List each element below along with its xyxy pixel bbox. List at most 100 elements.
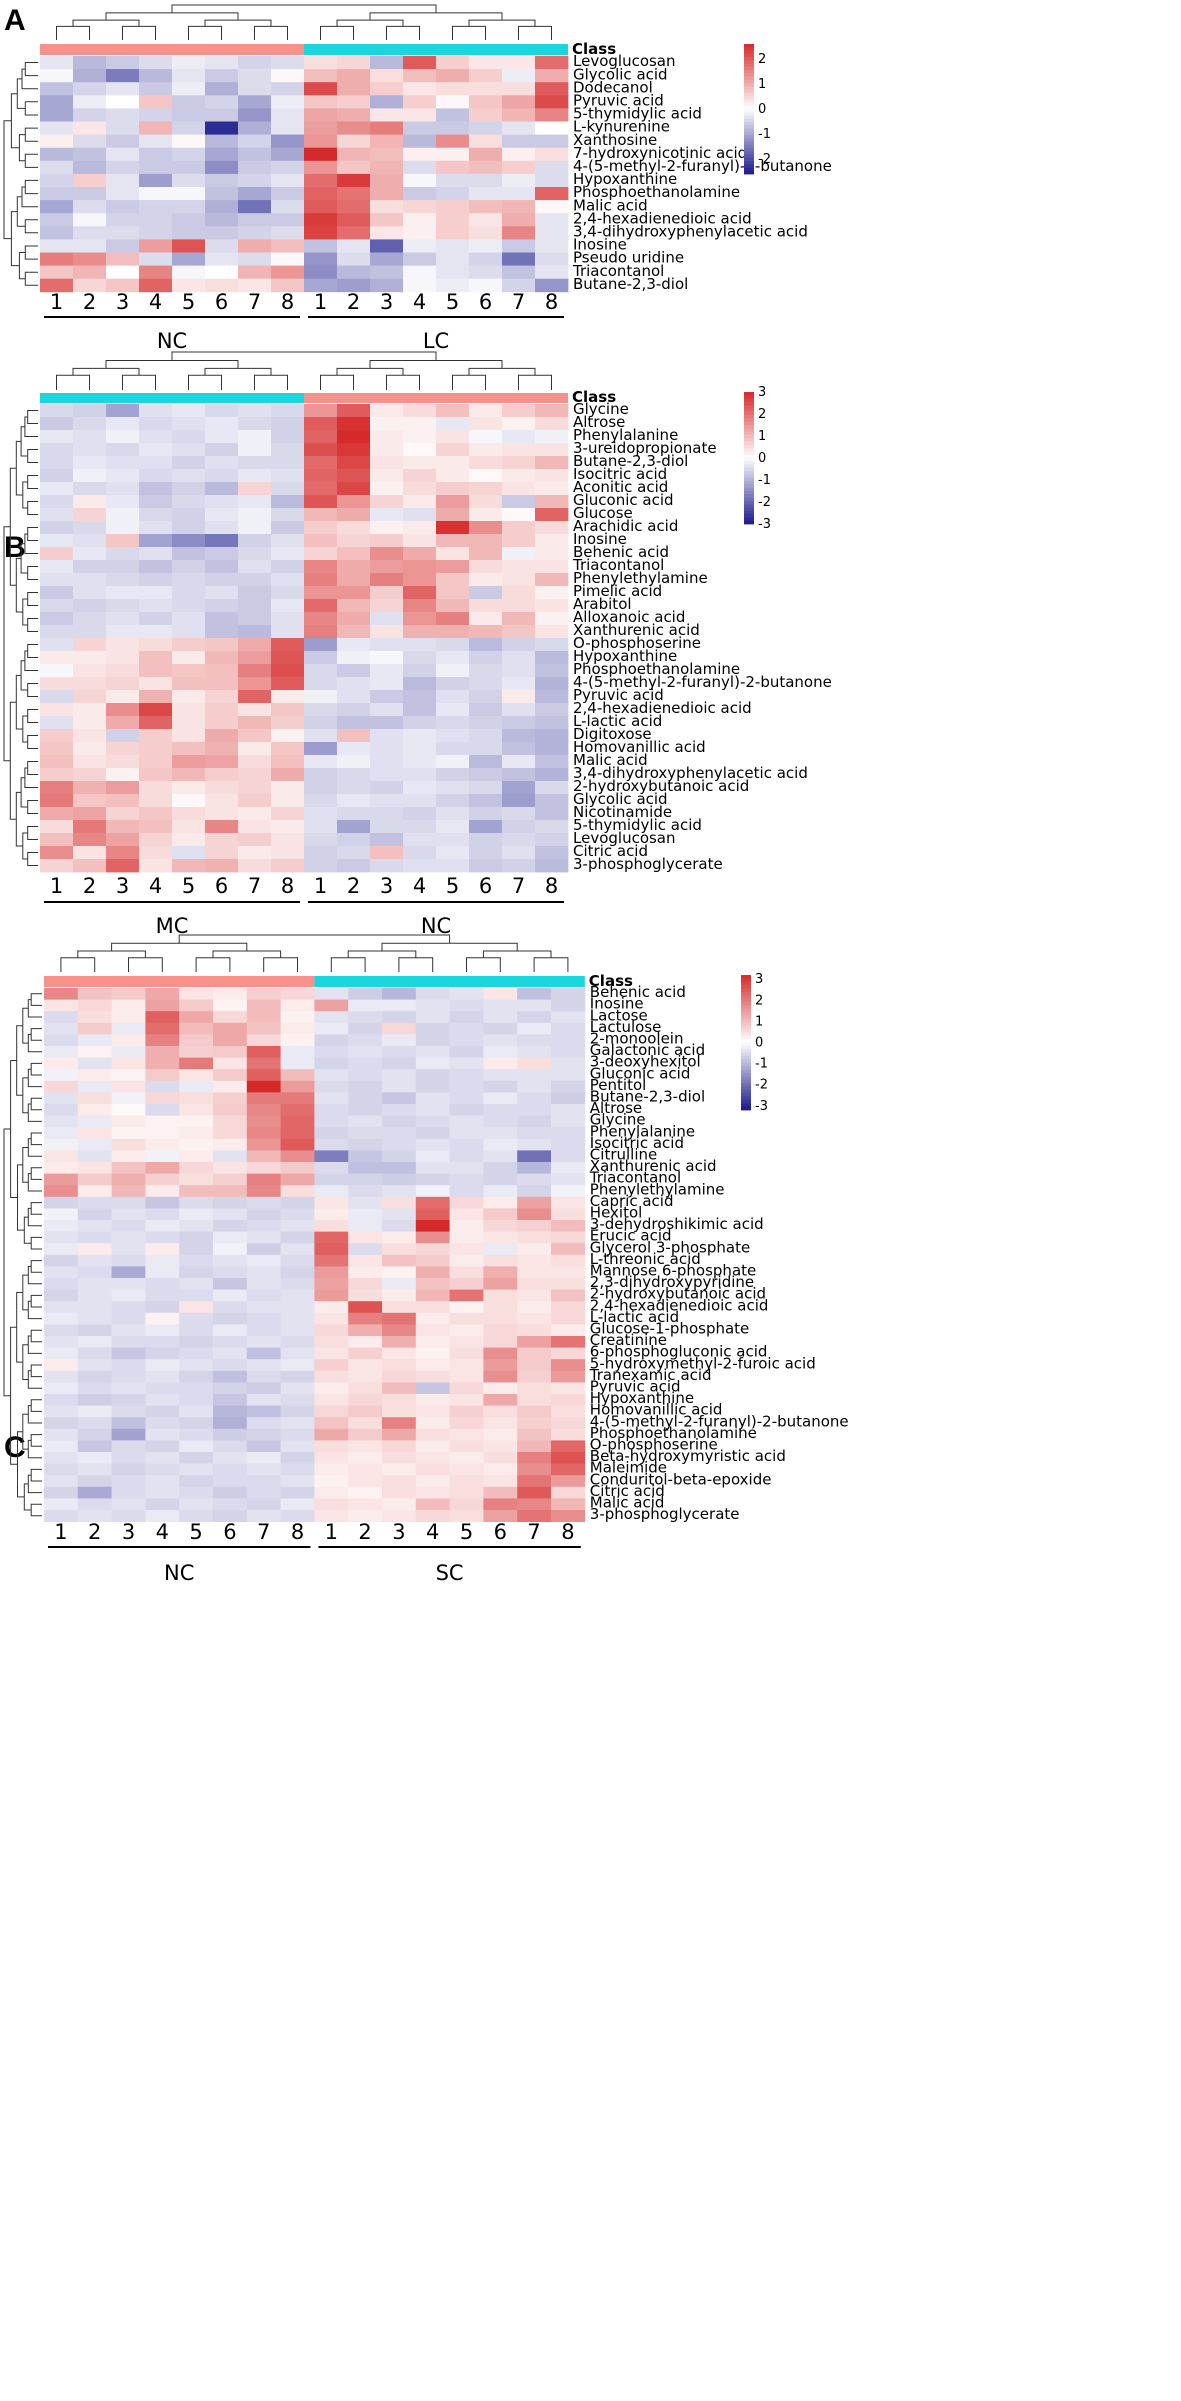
heatmap-cell (449, 1069, 484, 1082)
heatmap-cell (382, 988, 417, 1000)
heatmap-cell (436, 239, 470, 253)
heatmap-cell (449, 1138, 484, 1151)
heatmap-cell (483, 1463, 518, 1476)
heatmap-cell (40, 404, 74, 418)
heatmap-cell (337, 547, 371, 561)
heatmap-cell (403, 859, 437, 873)
heatmap-cell (314, 1301, 349, 1314)
row-label: Xanthurenic acid (573, 621, 700, 639)
heatmap-cell (483, 1417, 518, 1430)
heatmap-cell (238, 612, 272, 626)
heatmap-cell (238, 807, 272, 821)
heatmap-cell (304, 742, 338, 756)
heatmap-cell (77, 1011, 112, 1024)
heatmap-cell (246, 1301, 281, 1314)
heatmap-cell (106, 82, 140, 96)
heatmap-cell (436, 833, 470, 847)
heatmap-cell (304, 469, 338, 483)
heatmap-cell (172, 664, 206, 678)
heatmap-cell (314, 1440, 349, 1453)
heatmap-cell (205, 664, 239, 678)
row-label: Behenic acid (573, 543, 669, 561)
heatmap-cell (314, 1243, 349, 1256)
heatmap-cell (238, 56, 272, 70)
heatmap-cell (337, 252, 371, 266)
heatmap-cell (314, 1289, 349, 1302)
heatmap-cell (517, 1243, 552, 1256)
group-label-lc: LC (423, 329, 449, 353)
row-label: 5-thymidylic acid (573, 816, 702, 834)
heatmap-cell (73, 833, 107, 847)
heatmap-cell (205, 703, 239, 717)
heatmap-cell (77, 1347, 112, 1360)
heatmap-cell (271, 703, 305, 717)
heatmap-cell (304, 638, 338, 652)
heatmap-cell (415, 1196, 450, 1209)
heatmap-cell (238, 651, 272, 665)
heatmap-cell (111, 1417, 146, 1430)
legend-swatch (744, 405, 754, 409)
heatmap-cell (403, 95, 437, 109)
heatmap-cell (145, 988, 180, 1000)
heatmap-cell (337, 134, 371, 149)
heatmap-cell (535, 187, 569, 201)
heatmap-cell (73, 534, 107, 548)
heatmap-cell (502, 573, 536, 587)
heatmap-cell (246, 1336, 281, 1348)
heatmap-cell (271, 147, 305, 162)
heatmap-cell (179, 1463, 214, 1476)
heatmap-cell (271, 69, 305, 83)
heatmap-cell (73, 638, 107, 652)
legend-swatch (741, 1103, 751, 1108)
column-label: 1 (50, 874, 63, 898)
heatmap-cell (179, 1336, 214, 1348)
heatmap-cell (469, 173, 503, 188)
heatmap-cell (77, 1115, 112, 1128)
heatmap-cell (172, 56, 206, 70)
heatmap-cell (348, 1312, 383, 1325)
heatmap-cell (370, 404, 404, 418)
heatmap-cell (111, 1312, 146, 1325)
heatmap-cell (271, 794, 305, 808)
heatmap-cell (179, 1069, 214, 1082)
heatmap-cell (502, 469, 536, 483)
legend-swatch (741, 1039, 751, 1043)
heatmap-cell (314, 1080, 349, 1093)
heatmap-cell (271, 95, 305, 109)
heatmap-cell (77, 1278, 112, 1290)
heatmap-cell (436, 82, 470, 96)
heatmap-cell (337, 404, 371, 418)
heatmap-cell (304, 573, 338, 587)
heatmap-cell (213, 1254, 248, 1267)
heatmap-cell (403, 547, 437, 561)
row-label: 4-(5-methyl-2-furanyl)-2-butanone (573, 157, 832, 175)
heatmap-cell (403, 443, 437, 457)
heatmap-cell (304, 599, 338, 613)
heatmap-cell (40, 430, 74, 444)
heatmap-cell (370, 729, 404, 743)
heatmap-cell (179, 1428, 214, 1441)
row-label: Triacontanol (572, 556, 664, 574)
heatmap-cell (551, 1254, 586, 1267)
heatmap-cell (469, 703, 503, 717)
row-label: Levoglucosan (573, 52, 676, 70)
heatmap-cell (337, 807, 371, 821)
legend-swatch (744, 96, 754, 100)
heatmap-cell (172, 560, 206, 574)
heatmap-cell (304, 807, 338, 821)
heatmap-cell (551, 1405, 586, 1418)
heatmap-cell (535, 677, 569, 691)
heatmap-cell (77, 1301, 112, 1314)
heatmap-cell (172, 239, 206, 253)
legend-swatch (744, 151, 754, 155)
heatmap-cell (271, 213, 305, 227)
heatmap-cell (111, 1266, 146, 1279)
heatmap-cell (469, 716, 503, 730)
heatmap-cell (44, 1069, 79, 1082)
heatmap-cell (415, 1115, 450, 1128)
heatmap-cell (502, 547, 536, 561)
heatmap-cell (348, 1463, 383, 1476)
legend-swatch (741, 988, 751, 993)
row-label: Triacontanol (589, 1169, 681, 1187)
legend-tick-label: 1 (755, 1014, 763, 1029)
